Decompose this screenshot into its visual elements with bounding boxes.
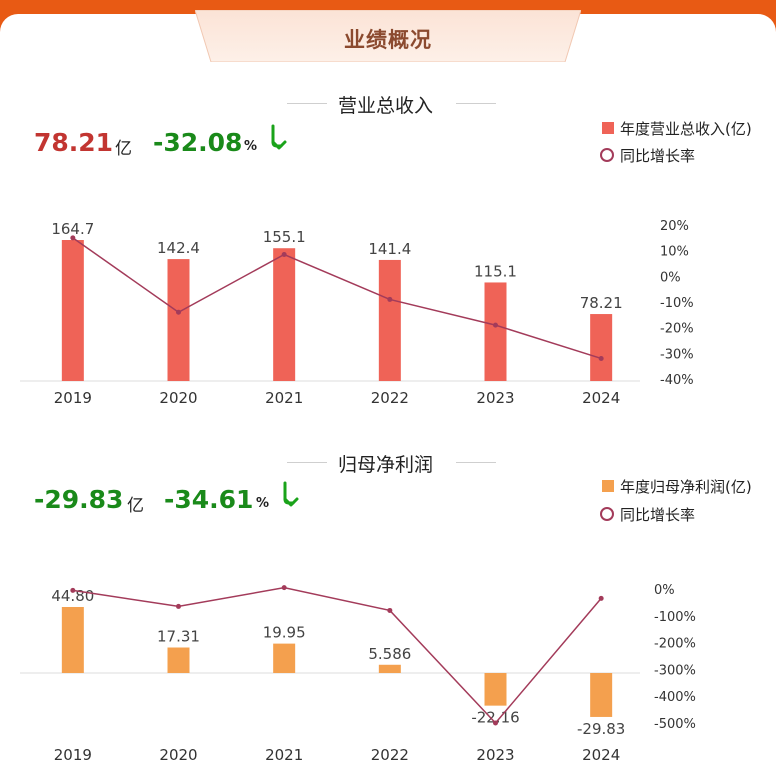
- x-tick-label: 2021: [265, 746, 303, 764]
- arrow-down-icon: [271, 124, 287, 150]
- bar-value-label: 115.1: [474, 262, 517, 280]
- content-card: [0, 14, 776, 779]
- bar: [484, 282, 507, 381]
- legend-profit-line-swatch: [600, 507, 614, 521]
- y2-tick-label: -200%: [654, 637, 696, 652]
- bar: [378, 259, 401, 381]
- y2-tick-label: -300%: [654, 663, 696, 678]
- y2-tick-label: 0%: [654, 583, 675, 598]
- x-tick-label: 2021: [265, 389, 303, 407]
- bar: [273, 643, 296, 673]
- title-divider-right: [456, 103, 496, 104]
- growth-point: [598, 355, 604, 361]
- x-tick-label: 2019: [54, 389, 92, 407]
- title-divider-left: [287, 103, 327, 104]
- y2-tick-label: -500%: [654, 717, 696, 732]
- growth-point: [493, 322, 498, 328]
- x-tick-label: 2024: [582, 389, 620, 407]
- growth-point: [387, 296, 393, 302]
- y2-tick-label: -40%: [660, 373, 694, 388]
- bar-value-label: 164.7: [51, 220, 94, 238]
- growth-point: [176, 603, 181, 609]
- profit-kpi-unit: 亿: [127, 496, 144, 516]
- profit-kpi-value: -29.83: [34, 485, 124, 514]
- x-tick-label: 2020: [159, 746, 197, 764]
- growth-point: [70, 587, 76, 593]
- bar: [590, 314, 613, 381]
- bar-value-label: 5.586: [368, 645, 411, 663]
- legend-revenue-line-swatch: [600, 148, 614, 162]
- x-tick-label: 2022: [371, 746, 409, 764]
- y2-tick-label: 20%: [660, 219, 689, 234]
- revenue-kpi-value: 78.21: [34, 128, 114, 157]
- x-tick-label: 2022: [371, 389, 409, 407]
- title-divider-left: [287, 462, 327, 463]
- legend-profit-line-label: 同比增长率: [620, 506, 696, 524]
- growth-line: [72, 586, 602, 725]
- y2-tick-label: -30%: [660, 347, 694, 362]
- bar-value-label: -29.83: [577, 720, 625, 738]
- growth-point: [281, 252, 287, 258]
- bar-value-label: -22.16: [471, 709, 519, 727]
- y2-tick-label: 10%: [660, 245, 689, 260]
- growth-point: [176, 309, 181, 315]
- y2-tick-label: -100%: [654, 610, 696, 625]
- x-tick-label: 2020: [159, 389, 197, 407]
- growth-point: [70, 235, 76, 241]
- revenue-section-title: 营业总收入: [338, 95, 434, 117]
- legend-revenue-bar-swatch: [602, 122, 614, 134]
- bar: [61, 607, 84, 673]
- growth-point: [598, 595, 604, 601]
- revenue-chart: 20% 10% 0% -10% -20% -30% -40% 164.7 142.4 155.1 1…: [20, 219, 694, 407]
- bar: [273, 248, 296, 381]
- growth-point: [387, 607, 393, 613]
- revenue-kpi-pct: %: [244, 139, 258, 154]
- bar: [167, 647, 190, 673]
- legend-revenue-bar-label: 年度营业总收入(亿): [620, 120, 752, 138]
- y2-tick-label: -10%: [660, 296, 694, 311]
- x-tick-label: 2023: [476, 389, 514, 407]
- x-tick-label: 2024: [582, 746, 620, 764]
- bar-value-label: 17.31: [157, 627, 200, 645]
- y2-tick-label: -400%: [654, 690, 696, 705]
- bar: [61, 240, 84, 381]
- legend-profit-bar-label: 年度归母净利润(亿): [620, 478, 752, 496]
- bar: [378, 664, 401, 673]
- header-tab: [195, 10, 581, 62]
- growth-point: [281, 585, 287, 591]
- revenue-kpi-change: -32.08: [153, 128, 243, 157]
- arrow-down-icon: [283, 481, 299, 507]
- bar-value-label: 141.4: [368, 240, 411, 258]
- bar-value-label: 155.1: [263, 228, 306, 246]
- y2-tick-label: -20%: [660, 322, 694, 337]
- x-tick-label: 2019: [54, 746, 92, 764]
- bar-value-label: 142.4: [157, 239, 200, 257]
- profit-section-title: 归母净利润: [338, 454, 434, 476]
- bar: [484, 673, 507, 706]
- growth-point: [493, 720, 498, 726]
- growth-line: [72, 237, 602, 360]
- y2-tick-label: 0%: [660, 270, 681, 285]
- revenue-kpi-unit: 亿: [115, 139, 132, 159]
- bar-value-label: 78.21: [580, 294, 623, 312]
- bar: [167, 259, 190, 381]
- legend-profit-bar-swatch: [602, 480, 614, 492]
- title-divider-right: [456, 462, 496, 463]
- legend-revenue-line-label: 同比增长率: [620, 147, 696, 165]
- bar-value-label: 19.95: [263, 624, 306, 642]
- profit-kpi-pct: %: [256, 496, 270, 511]
- x-tick-label: 2023: [476, 746, 514, 764]
- bar: [590, 673, 613, 717]
- profit-kpi-change: -34.61: [164, 485, 254, 514]
